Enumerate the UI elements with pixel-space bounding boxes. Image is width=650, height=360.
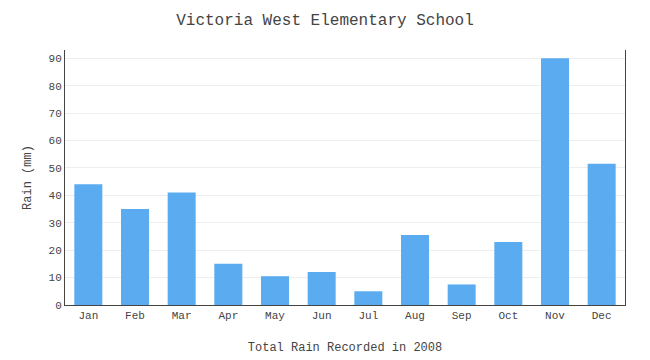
svg-text:Aug: Aug xyxy=(405,310,425,322)
svg-text:Dec: Dec xyxy=(592,310,612,322)
svg-text:80: 80 xyxy=(49,81,62,93)
svg-text:0: 0 xyxy=(55,300,62,312)
svg-text:Jan: Jan xyxy=(78,310,98,322)
svg-text:50: 50 xyxy=(49,163,62,175)
svg-text:Rain (mm): Rain (mm) xyxy=(21,145,35,210)
svg-text:Nov: Nov xyxy=(545,310,565,322)
svg-text:Sep: Sep xyxy=(452,310,472,322)
svg-text:Feb: Feb xyxy=(125,310,145,322)
svg-text:Oct: Oct xyxy=(498,310,518,322)
svg-text:60: 60 xyxy=(49,135,62,147)
svg-text:Mar: Mar xyxy=(172,310,192,322)
svg-text:70: 70 xyxy=(49,108,62,120)
svg-text:40: 40 xyxy=(49,190,62,202)
svg-text:Jun: Jun xyxy=(312,310,332,322)
svg-text:May: May xyxy=(265,310,285,322)
svg-text:10: 10 xyxy=(49,272,62,284)
svg-text:Total Rain Recorded in 2008: Total Rain Recorded in 2008 xyxy=(248,341,442,355)
svg-text:Apr: Apr xyxy=(218,310,238,322)
svg-text:30: 30 xyxy=(49,218,62,230)
svg-text:20: 20 xyxy=(49,245,62,257)
svg-text:Jul: Jul xyxy=(358,310,378,322)
svg-text:Victoria West Elementary Schoo: Victoria West Elementary School xyxy=(176,12,474,30)
svg-text:90: 90 xyxy=(49,53,62,65)
